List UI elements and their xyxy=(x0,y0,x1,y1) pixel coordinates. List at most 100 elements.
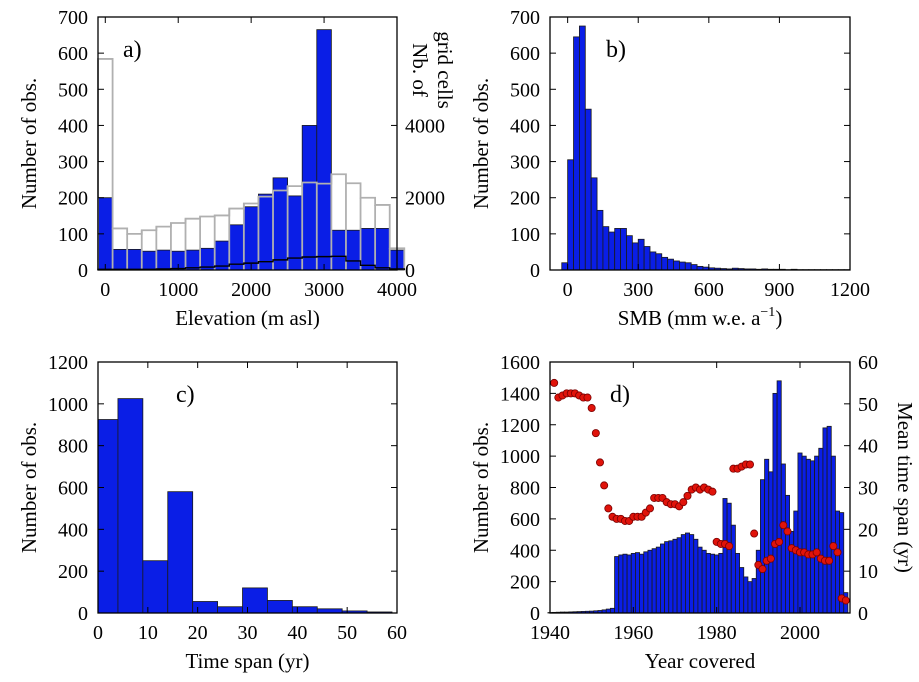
bar xyxy=(785,494,790,614)
y-tick-label: 300 xyxy=(58,152,88,174)
x-axis-label: Elevation (m asl) xyxy=(175,306,320,330)
bar xyxy=(676,537,682,614)
bar xyxy=(242,587,268,614)
bar xyxy=(689,534,695,614)
x-axis-label: SMB (mm w.e. a−1) xyxy=(618,305,783,330)
mean-time-span-point xyxy=(725,542,734,551)
bar xyxy=(345,229,361,271)
bar xyxy=(747,581,753,614)
mean-time-span-point xyxy=(758,565,767,574)
y-tick-label: 200 xyxy=(58,561,88,583)
mean-time-span-point xyxy=(679,498,688,507)
bar xyxy=(291,606,318,614)
mean-time-span-point xyxy=(600,481,609,490)
bar xyxy=(776,380,782,614)
bar xyxy=(830,455,836,614)
x-axis-label: Time span (yr) xyxy=(185,649,309,673)
y-tick-label: 0 xyxy=(78,603,88,625)
x-tick-label: 1960 xyxy=(613,622,653,644)
mean-time-span-point xyxy=(841,596,850,605)
bar xyxy=(797,452,803,614)
bar xyxy=(258,193,274,271)
mean-time-span-point xyxy=(766,554,775,563)
x-tick-label: 1200 xyxy=(830,279,870,301)
bar xyxy=(185,249,201,271)
y-tick-label: 1600 xyxy=(500,352,540,374)
y-tick-label: 0 xyxy=(78,260,88,282)
low-count-step-line xyxy=(97,255,405,270)
bar xyxy=(97,419,119,614)
bar xyxy=(620,228,627,271)
x-tick-label: 40 xyxy=(287,622,307,644)
mean-time-span-point xyxy=(583,393,592,402)
bar xyxy=(126,248,143,271)
bar xyxy=(639,553,645,614)
panel-c-time-span-histogram: 0 10 20 30 40 50 60020040060080010001200Number… xyxy=(17,352,407,673)
y-tick-label: 0 xyxy=(530,603,540,625)
bar xyxy=(637,238,645,271)
y-tick-label: 1400 xyxy=(500,383,540,405)
y-tick-label: 400 xyxy=(510,115,540,137)
mean-time-span-point xyxy=(587,404,596,413)
bar xyxy=(701,549,707,614)
y2-tick-label: 20 xyxy=(858,519,878,541)
y-tick-label: 600 xyxy=(58,43,88,65)
bar xyxy=(228,224,245,271)
bar xyxy=(330,229,347,271)
bar xyxy=(267,600,293,614)
bar xyxy=(649,251,657,271)
x-tick-label: 4000 xyxy=(377,279,417,301)
mean-time-span-point xyxy=(683,491,692,500)
bar xyxy=(739,567,745,614)
plot-frame xyxy=(97,16,398,271)
bar xyxy=(680,534,686,614)
bar xyxy=(141,250,157,271)
bar xyxy=(643,551,649,614)
y-tick-label: 600 xyxy=(510,43,540,65)
mean-time-span-point xyxy=(596,458,605,467)
y2-tick-label: 10 xyxy=(858,561,878,583)
x-axis-label-tail: ) xyxy=(775,306,782,330)
bar xyxy=(710,553,715,614)
x-tick-label: 1980 xyxy=(697,622,737,644)
bar xyxy=(667,258,674,271)
bar xyxy=(697,546,703,614)
grid-cells-outline xyxy=(97,58,406,270)
panel-d-year-covered-histogram: 0 10 20 30 40 50 60 Mean time span (yr) 1940 1960… xyxy=(469,352,917,673)
y-tick-label: 500 xyxy=(58,79,88,101)
bar xyxy=(705,552,711,614)
x-tick-label: 10 xyxy=(138,622,158,644)
bar xyxy=(112,248,128,271)
plot-frame xyxy=(549,16,851,271)
x-tick-label: 2000 xyxy=(231,279,271,301)
x-tick-label: 30 xyxy=(238,622,258,644)
y2-tick-label: 0 xyxy=(858,603,868,625)
bar xyxy=(655,253,663,271)
bar xyxy=(590,177,598,271)
bar xyxy=(818,447,824,614)
bar xyxy=(685,532,690,614)
x-tick-label: 2000 xyxy=(780,622,820,644)
y2-tick-label: 2000 xyxy=(405,188,445,210)
bar xyxy=(693,538,699,614)
bar xyxy=(630,552,636,614)
bar xyxy=(661,256,669,271)
bar xyxy=(579,25,586,271)
y-tick-label: 200 xyxy=(58,188,88,210)
bar xyxy=(117,398,144,614)
y-axis-label: Number of obs. xyxy=(469,422,493,553)
bar xyxy=(718,552,724,614)
panel-label: a) xyxy=(123,37,142,63)
bar xyxy=(651,548,657,614)
bar xyxy=(643,246,651,271)
y-tick-label: 800 xyxy=(58,436,88,458)
x-axis-label: Year covered xyxy=(645,649,756,673)
mean-time-span-point xyxy=(604,504,613,513)
mean-time-span-point xyxy=(591,429,600,438)
x-tick-label: 1940 xyxy=(530,622,570,644)
bar xyxy=(602,226,610,271)
bar xyxy=(142,560,169,614)
bar xyxy=(243,206,259,271)
y2-tick-label: 0 xyxy=(405,260,415,282)
bar xyxy=(635,552,640,614)
